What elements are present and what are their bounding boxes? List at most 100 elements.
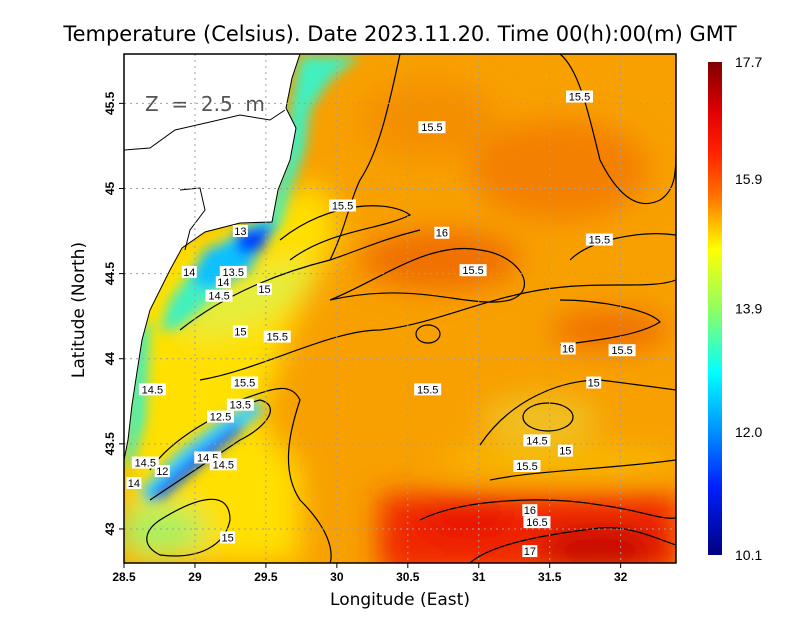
- contour-label-bg: [586, 376, 602, 389]
- contour-label: 14.5: [142, 384, 163, 396]
- contour-label: 14.5: [526, 435, 547, 447]
- contour-label: 17: [524, 546, 536, 558]
- y-tick-label: 43: [103, 522, 117, 536]
- contour-label: 15: [258, 284, 270, 296]
- colorbar-tick-label: 10.1: [735, 547, 762, 563]
- contour-label: 15.5: [417, 384, 438, 396]
- contour-label-bg: [154, 465, 170, 478]
- contour-label: 16: [436, 228, 448, 240]
- x-tick-label: 30.5: [396, 570, 420, 584]
- colorbar-tick-label: 13.9: [735, 301, 762, 317]
- contour-label: 14.5: [208, 291, 229, 303]
- x-axis-label: Longitude (East): [330, 590, 470, 610]
- contour-label: 15.5: [611, 345, 632, 357]
- x-tick-label: 31.5: [538, 570, 562, 584]
- chart-title: Temperature (Celsius). Date 2023.11.20. …: [62, 22, 737, 46]
- contour-label: 15.5: [234, 378, 255, 390]
- y-tick-label: 44.5: [103, 262, 117, 286]
- contour-label: 12.5: [210, 412, 231, 424]
- contour-label-bg: [566, 90, 594, 103]
- contour-label: 14: [183, 267, 195, 279]
- y-tick-label: 45: [103, 181, 117, 195]
- contour-label: 15.5: [516, 461, 537, 473]
- contour-label: 14: [217, 277, 229, 289]
- x-tick-label: 28.5: [112, 570, 136, 584]
- contour-label-bg: [181, 265, 197, 278]
- x-tick-label: 32: [614, 570, 628, 584]
- contour-label-bg: [418, 121, 446, 134]
- contour-label: 14.5: [135, 458, 156, 470]
- contour-label: 15: [559, 446, 571, 458]
- contour-label: 15.5: [462, 265, 483, 277]
- contour-label: 12: [156, 466, 168, 478]
- contour-label-bg: [138, 383, 166, 396]
- contour-label: 15.5: [332, 201, 353, 213]
- colorbar: [708, 62, 722, 555]
- contour-label-bg: [522, 504, 538, 517]
- contour-label: 15: [221, 532, 233, 544]
- contour-label-bg: [126, 476, 142, 489]
- y-axis-label: Latitude (North): [69, 242, 89, 378]
- contour-label-bg: [131, 456, 159, 469]
- contour-label-bg: [585, 233, 613, 246]
- contour-label-bg: [329, 199, 357, 212]
- x-tick-label: 31: [472, 570, 486, 584]
- contour-label-bg: [219, 265, 247, 278]
- contour-label-bg: [231, 376, 259, 389]
- contour-label: 13.5: [223, 267, 244, 279]
- y-axis: 43 43.5 44 44.5 45 45.5: [103, 91, 124, 536]
- contour-label: 15.5: [267, 332, 288, 344]
- land-mass: [124, 54, 301, 461]
- y-tick-label: 45.5: [103, 91, 117, 115]
- contour-label-bg: [557, 444, 573, 457]
- contour-label-bg: [513, 459, 541, 472]
- contour-label: 13: [234, 226, 246, 238]
- contour-label: 13.5: [230, 400, 251, 412]
- contour-label-bg: [232, 325, 248, 338]
- land-border: [124, 109, 286, 151]
- colorbar-tick-label: 12.0: [735, 424, 762, 440]
- contour-label-bg: [263, 330, 291, 343]
- colorbar-ticks: 17.7 15.9 13.9 12.0 10.1: [735, 54, 762, 563]
- depth-annotation: Z = 2.5 m: [145, 92, 265, 116]
- contour-label-bg: [220, 531, 236, 544]
- grid: [124, 54, 676, 563]
- contour-label-bg: [459, 264, 487, 277]
- contour-label: 15.5: [421, 122, 442, 134]
- colorbar-tick-label: 17.7: [735, 54, 762, 70]
- colorbar-tick-label: 15.9: [735, 171, 762, 187]
- contour-label: 15.5: [589, 235, 610, 247]
- y-tick-label: 44: [103, 352, 117, 366]
- contour-label: 16.5: [526, 517, 547, 529]
- x-tick-label: 30: [330, 570, 344, 584]
- x-tick-label: 29.5: [254, 570, 278, 584]
- plot-frame: [123, 53, 677, 564]
- contour-label-bg: [226, 398, 254, 411]
- contour-label-bg: [232, 225, 248, 238]
- contour-label-bg: [523, 516, 551, 529]
- contour-label: 15: [234, 326, 246, 338]
- contour-label-bg: [434, 226, 450, 239]
- contour-label-bg: [256, 282, 272, 295]
- land-border: [179, 187, 206, 251]
- contour-label: 16: [524, 505, 536, 517]
- contour-label-bg: [215, 276, 231, 289]
- y-tick-label: 43.5: [103, 432, 117, 456]
- contour-label-bg: [608, 344, 636, 357]
- contour-label: 16: [562, 344, 574, 356]
- contour-label-bg: [414, 383, 442, 396]
- contour-label: 14: [128, 478, 140, 490]
- contour-label-bg: [523, 434, 551, 447]
- contour-label-bg: [522, 545, 538, 558]
- contour-lines: [146, 54, 676, 563]
- contour-label-bg: [560, 342, 576, 355]
- contour-label: 14.5: [213, 459, 234, 471]
- contour-label-bg: [205, 289, 233, 302]
- contour-label: 15.5: [569, 92, 590, 104]
- x-axis: 28.5 29 29.5 30 30.5 31 31.5 32: [112, 563, 628, 584]
- contour-label-bg: [206, 410, 234, 423]
- x-tick-label: 29: [188, 570, 202, 584]
